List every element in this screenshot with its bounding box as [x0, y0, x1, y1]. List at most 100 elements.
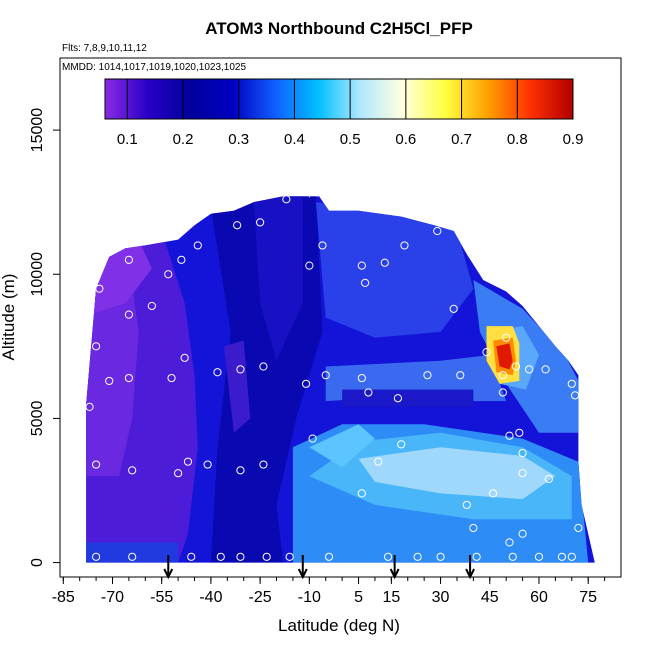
sample-point	[91, 552, 101, 561]
sample-point	[236, 552, 245, 561]
sample-point	[423, 371, 432, 380]
sample-point	[128, 466, 137, 475]
sample-point	[203, 460, 212, 469]
sample-point	[433, 226, 442, 236]
sample-point	[472, 552, 481, 561]
sample-point	[285, 552, 294, 561]
sample-point	[413, 552, 422, 561]
sample-point	[318, 241, 327, 250]
sample-point	[321, 371, 330, 380]
sample-point	[305, 261, 314, 270]
sample-point	[449, 304, 458, 313]
sample-point	[574, 523, 583, 533]
x-tick-label: -85	[52, 589, 75, 606]
sample-point	[233, 221, 242, 230]
sample-point	[567, 552, 576, 561]
sample-point	[436, 552, 445, 561]
sample-point	[508, 552, 517, 561]
sample-point	[193, 241, 202, 250]
sample-point	[364, 388, 373, 397]
sample-point	[357, 373, 366, 383]
sample-point	[236, 466, 245, 475]
sample-point	[164, 270, 173, 279]
y-tick-label: 10000	[29, 252, 46, 297]
heatmap-cell	[224, 340, 251, 433]
sample-point	[177, 255, 186, 264]
y-axis-label: Altitude (m)	[0, 274, 18, 361]
sample-point	[518, 448, 527, 458]
colorbar-tick-label: 0.1	[117, 131, 138, 148]
sample-point	[498, 371, 507, 380]
y-tick-label: 5000	[29, 401, 46, 437]
sample-point	[357, 261, 366, 270]
sample-point	[469, 523, 478, 533]
heatmap-cell	[86, 542, 179, 563]
sample-point	[124, 373, 133, 383]
sample-point	[570, 391, 580, 400]
sample-point	[167, 373, 176, 383]
sample-point	[456, 371, 465, 380]
sample-points	[85, 185, 590, 561]
sample-point	[511, 362, 521, 371]
sample-point	[534, 552, 544, 561]
x-axis: -85 -70 -55 -40 -25 -10 5 15 30 45 60 75	[52, 577, 606, 606]
colorbar-tick-label: 0.8	[507, 131, 528, 148]
x-tick-label: 15	[382, 589, 400, 606]
y-axis: 0 5000 10000 15000	[29, 108, 60, 567]
sample-point	[124, 310, 133, 319]
sample-point	[515, 428, 524, 437]
y-tick-label: 0	[29, 558, 46, 567]
sample-point	[187, 552, 196, 561]
sample-point	[183, 457, 193, 466]
sample-point	[174, 469, 183, 478]
sample-point	[85, 402, 94, 411]
dates-subtitle: MMDD: 1014,1017,1019,1020,1023,1025	[62, 62, 246, 73]
x-tick-label: 5	[354, 589, 363, 606]
sample-point	[308, 434, 317, 443]
x-tick-label: -25	[249, 589, 272, 606]
sample-point	[462, 500, 471, 510]
x-axis-label: Latitude (deg N)	[278, 616, 400, 635]
sample-point	[518, 529, 527, 538]
sample-point	[180, 353, 189, 362]
x-tick-label: -70	[101, 589, 124, 606]
sample-point	[502, 333, 511, 342]
colorbar: 0.1 0.2 0.3 0.4 0.5 0.6 0.7 0.8 0.9	[104, 78, 584, 148]
sample-point	[128, 552, 137, 561]
sample-point	[236, 365, 245, 374]
sample-point	[262, 552, 271, 561]
heatmap-cell	[342, 389, 474, 407]
colorbar-tick-label: 0.5	[340, 131, 361, 148]
y-tick-label: 15000	[29, 108, 46, 153]
sample-point	[505, 538, 514, 547]
sample-point	[482, 348, 491, 357]
colorbar-tick-label: 0.3	[228, 131, 249, 148]
sample-point	[95, 284, 104, 293]
colorbar-tick-label: 0.7	[451, 131, 472, 148]
x-tick-label: 45	[481, 589, 499, 606]
colorbar-tick-label: 0.9	[563, 131, 584, 148]
sample-point	[541, 365, 550, 374]
sample-point	[124, 255, 133, 264]
sample-point	[498, 388, 507, 397]
x-tick-label: -55	[150, 589, 173, 606]
sample-point	[324, 552, 334, 561]
sample-point	[400, 241, 409, 250]
sample-point	[259, 362, 268, 371]
x-tick-label: -40	[199, 589, 222, 606]
x-tick-label: 30	[432, 589, 450, 606]
heatmap-cell	[309, 424, 375, 468]
sample-point	[374, 457, 383, 466]
sample-point	[301, 379, 311, 388]
heatmap-cell	[358, 447, 556, 500]
sample-point	[544, 474, 553, 484]
sample-point	[488, 489, 498, 498]
sample-point	[256, 218, 265, 227]
plot-frame	[59, 57, 622, 578]
sample-point	[357, 489, 366, 498]
sample-point	[91, 342, 101, 351]
sample-point	[518, 469, 527, 478]
sample-point	[105, 376, 114, 386]
heatmap-cell	[315, 202, 474, 338]
